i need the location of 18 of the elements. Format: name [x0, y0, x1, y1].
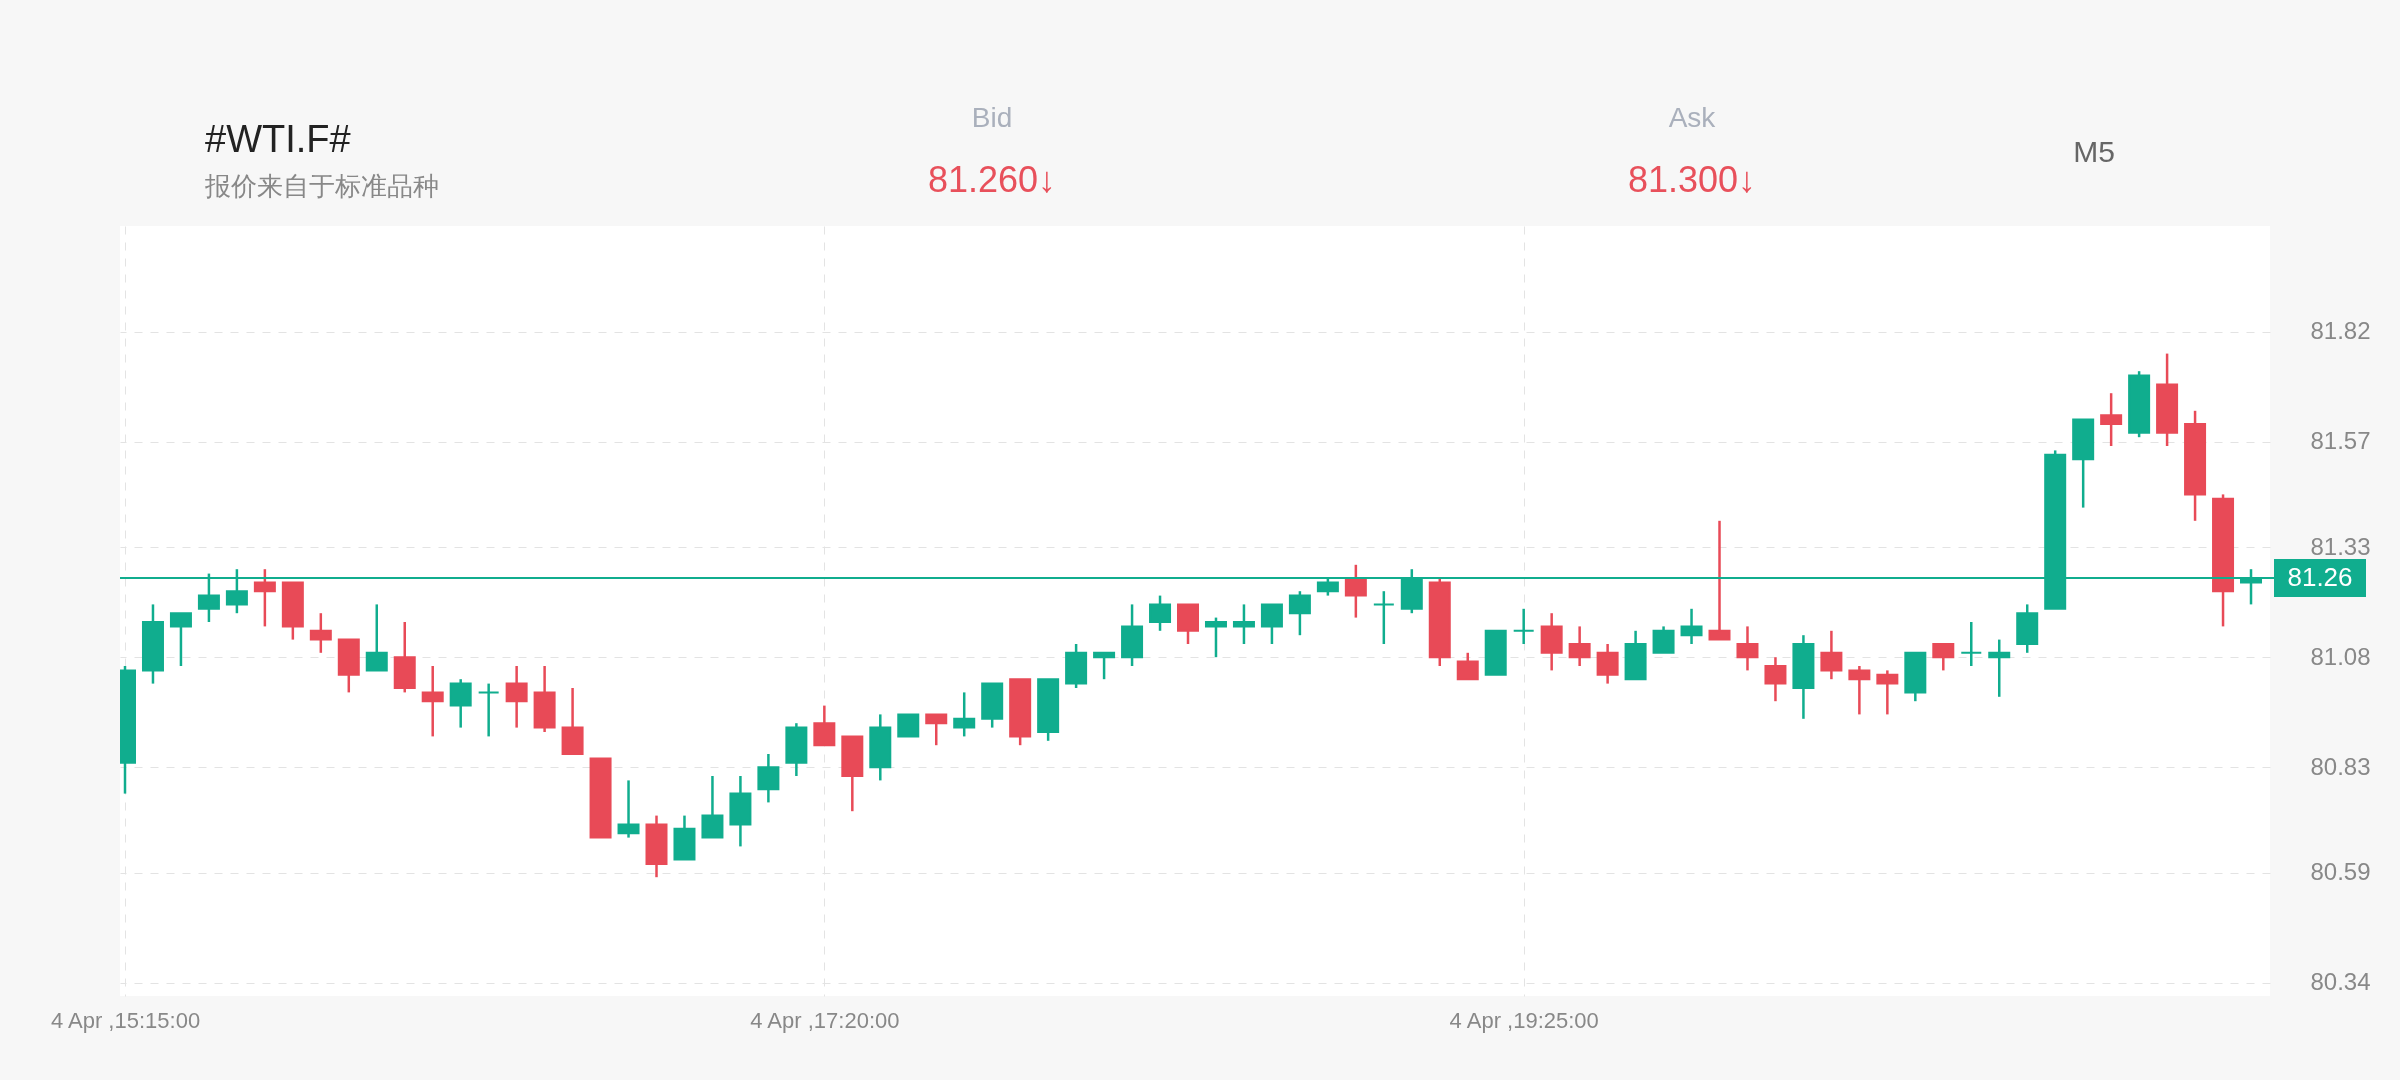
chart-subtitle: 报价来自于标准品种 [204, 171, 439, 201]
chart-title: #WTI.F# [205, 118, 351, 160]
x-tick-label: 4 Apr ,15:15:00 [50, 1007, 201, 1033]
x-tick-label: 4 Apr ,17:20:00 [750, 1007, 900, 1033]
text: Bid [971, 102, 1013, 133]
text: 81.260↓ [927, 159, 1057, 200]
y-tick-label: 81.33 [2310, 532, 2371, 560]
y-tick-label: 81.08 [2310, 642, 2371, 670]
text: M5 [2073, 135, 2115, 168]
y-tick-label: 80.59 [2310, 858, 2371, 886]
text: 81.300↓ [1627, 159, 1757, 200]
x-tick-label: 4 Apr ,19:25:00 [1449, 1007, 1599, 1033]
y-tick-label: 81.57 [2310, 427, 2371, 455]
text: Ask [1668, 102, 1717, 133]
y-tick-label: 81.82 [2310, 317, 2371, 345]
y-tick-label: 80.83 [2310, 752, 2371, 780]
ref-line-label: 81.26 [2287, 562, 2353, 592]
y-tick-label: 80.34 [2310, 968, 2371, 996]
